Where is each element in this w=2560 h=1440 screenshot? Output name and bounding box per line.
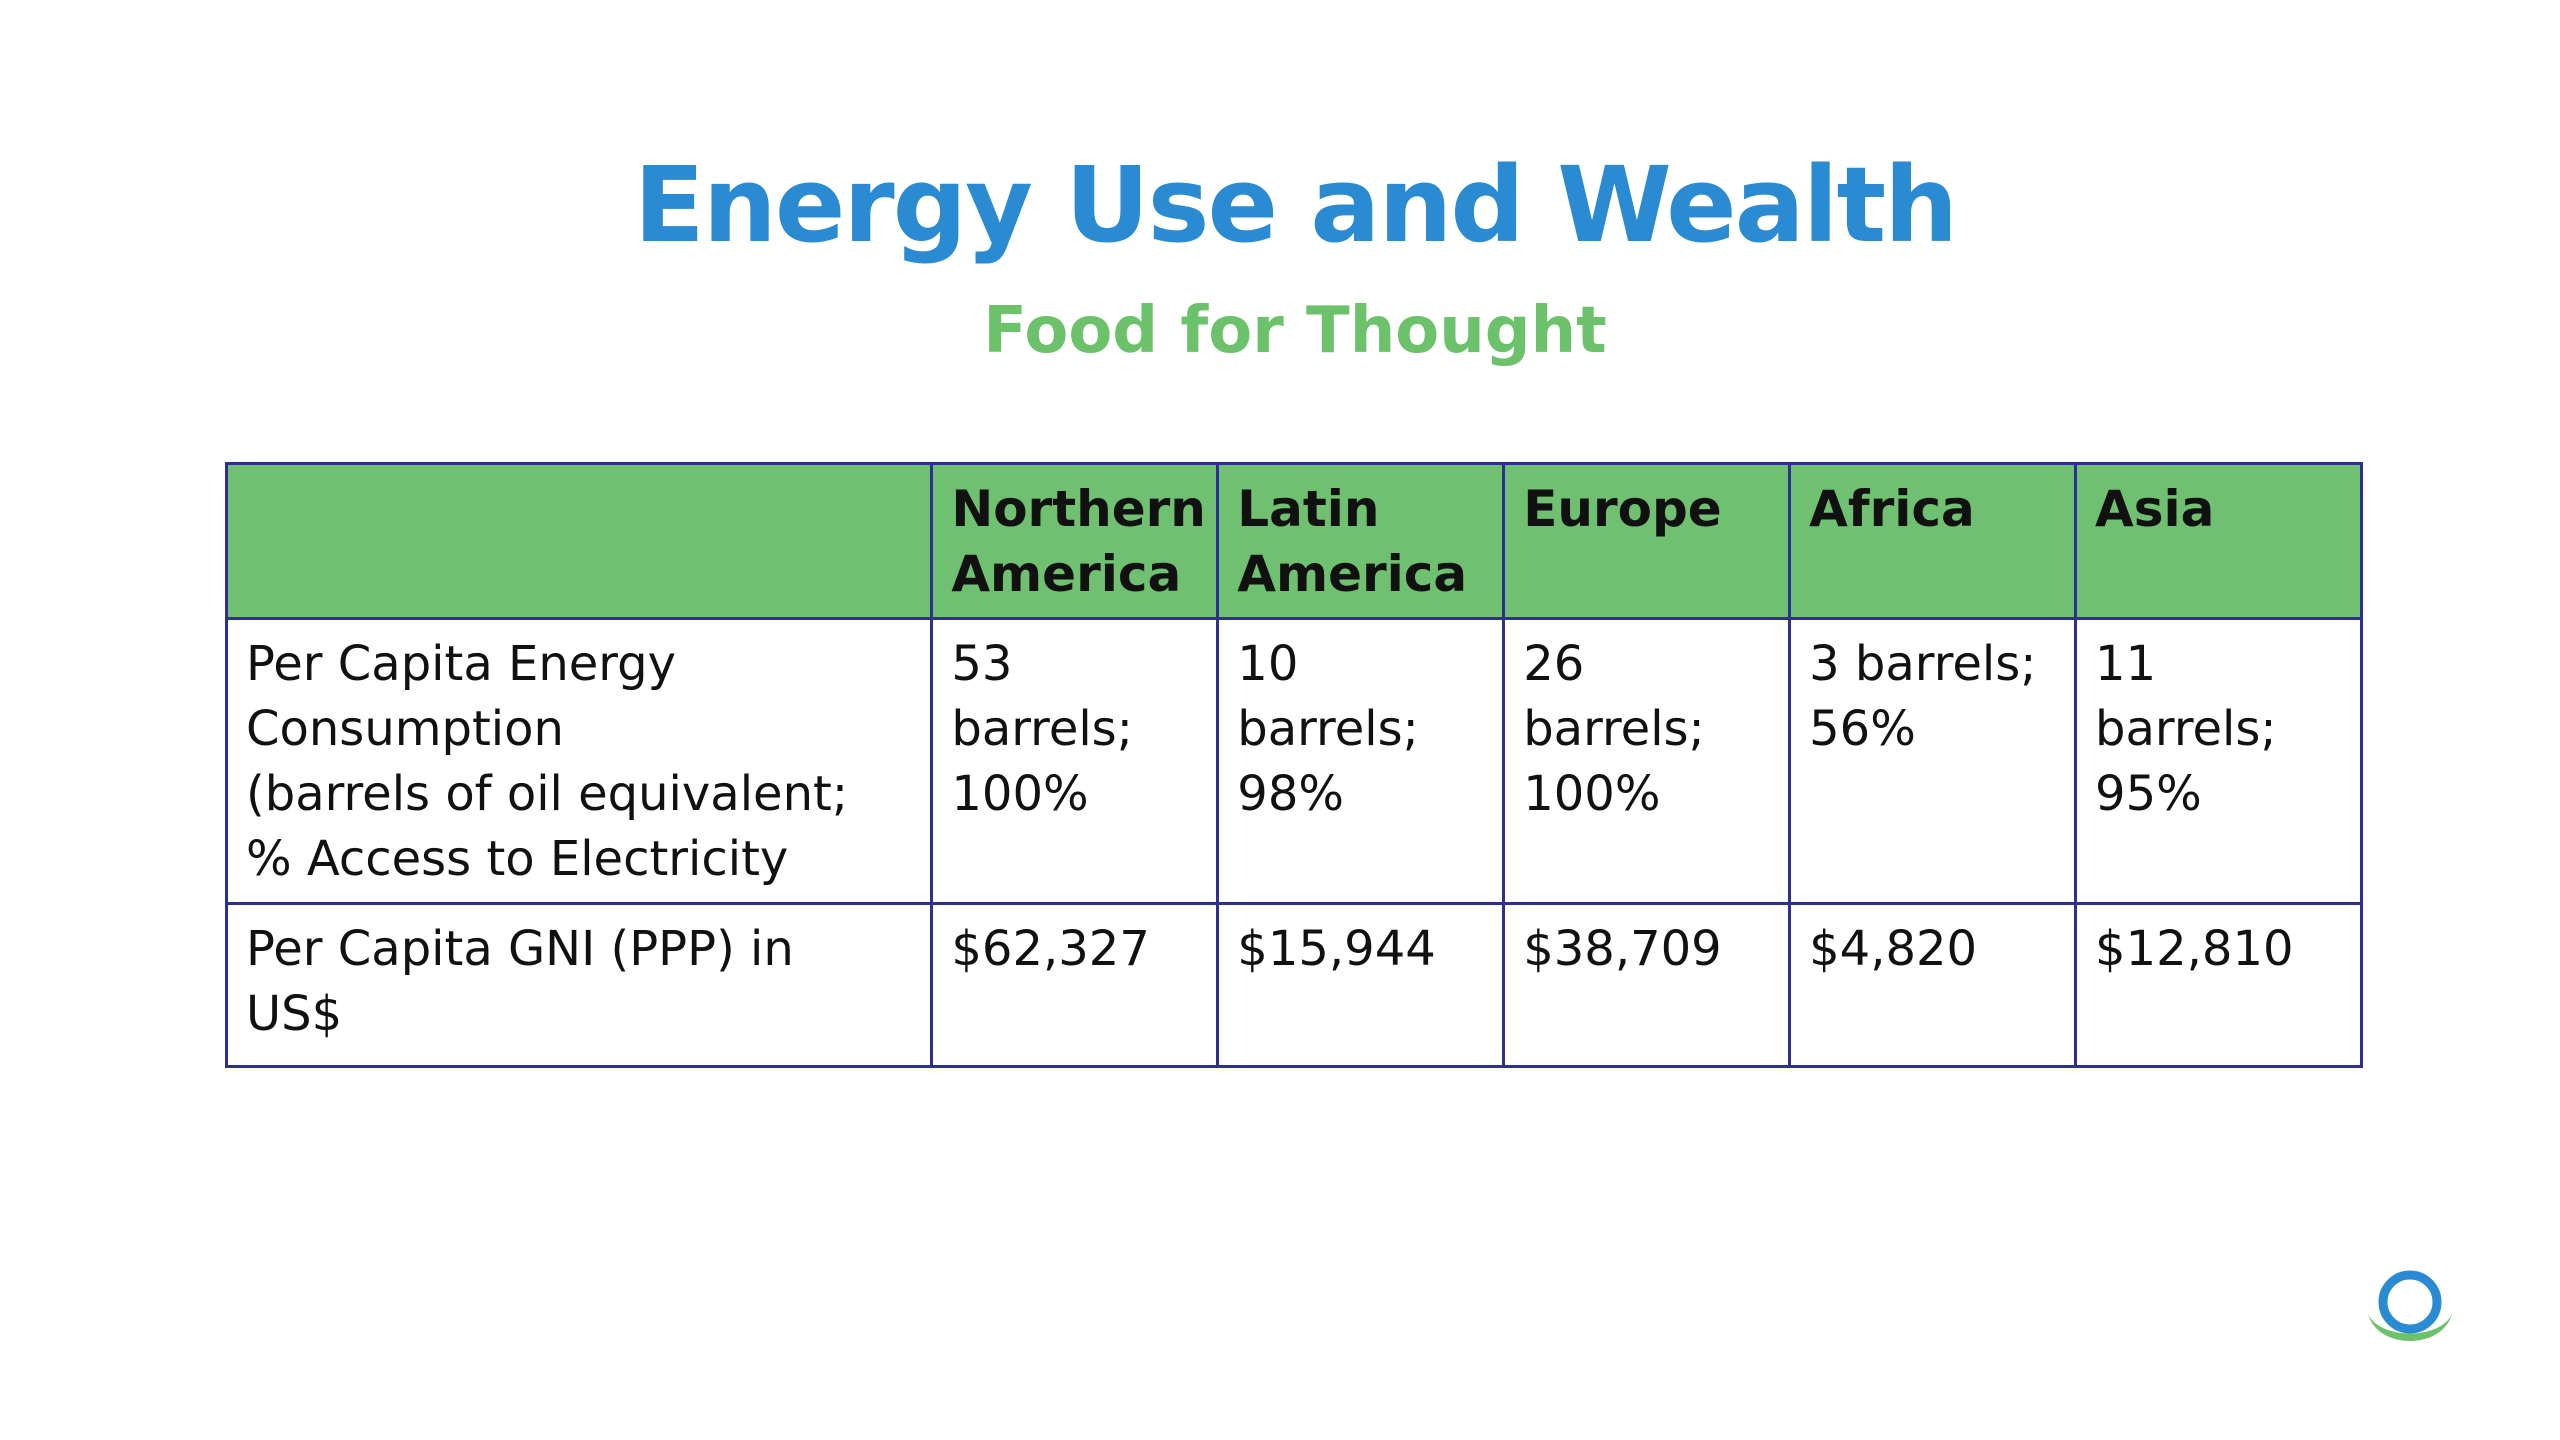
cell-line: 56% [1809,701,1916,757]
cell-energy-northern-america: 53 barrels; 100% [930,617,1220,905]
slide-title: Energy Use and Wealth [633,144,1958,266]
label-line: Consumption [246,701,564,757]
cell-gni-africa: $4,820 [1788,902,2078,1068]
label-line: % Access to Electricity [246,831,789,887]
cell-line: 100% [951,766,1089,822]
table-header-row: Northern America Latin America Europe Af… [224,462,2363,620]
header-cell-africa: Africa [1788,462,2078,620]
cell-gni-latin-america: $15,944 [1216,902,1506,1068]
cell-energy-africa: 3 barrels; 56% [1788,617,2078,905]
cell-line: 10 barrels; [1237,636,1419,757]
cell-line: 26 barrels; [1523,636,1705,757]
cell-line: 98% [1237,766,1344,822]
label-line: (barrels of oil equivalent; [246,766,848,822]
table-row-gni: Per Capita GNI (PPP) in US$ $62,327 $15,… [224,902,2363,1068]
row-label-gni: Per Capita GNI (PPP) in US$ [224,902,934,1068]
cell-energy-europe: 26 barrels; 100% [1502,617,1792,905]
slide-subtitle: Food for Thought [983,294,1607,368]
cell-line: 53 barrels; [951,636,1133,757]
cell-line: 11 barrels; [2095,636,2277,757]
header-cell-latin-america: Latin America [1216,462,1506,620]
label-line: Per Capita Energy [246,636,677,692]
cell-line: 3 barrels; [1809,636,2037,692]
table-row-energy: Per Capita Energy Consumption (barrels o… [224,617,2363,905]
cell-line: 100% [1523,766,1661,822]
label-line: US$ [246,986,343,1042]
cell-gni-europe: $38,709 [1502,902,1792,1068]
header-northern: Northern America [951,480,1206,603]
row-label-energy: Per Capita Energy Consumption (barrels o… [224,617,934,905]
header-cell-europe: Europe [1502,462,1792,620]
cell-energy-latin-america: 10 barrels; 98% [1216,617,1506,905]
cell-gni-northern-america: $62,327 [930,902,1220,1068]
circle-swoosh-logo-icon [2368,1270,2452,1341]
header-cell-asia: Asia [2074,462,2363,620]
energy-wealth-table: Northern America Latin America Europe Af… [224,462,2363,1068]
header-cell-northern-america: Northern America [930,462,1220,620]
cell-energy-asia: 11 barrels; 95% [2074,617,2363,905]
label-line: Per Capita GNI (PPP) in [246,921,794,977]
cell-line: 95% [2095,766,2202,822]
cell-gni-asia: $12,810 [2074,902,2363,1068]
header-latin: Latin America [1237,480,1468,603]
header-cell-blank [224,462,934,620]
